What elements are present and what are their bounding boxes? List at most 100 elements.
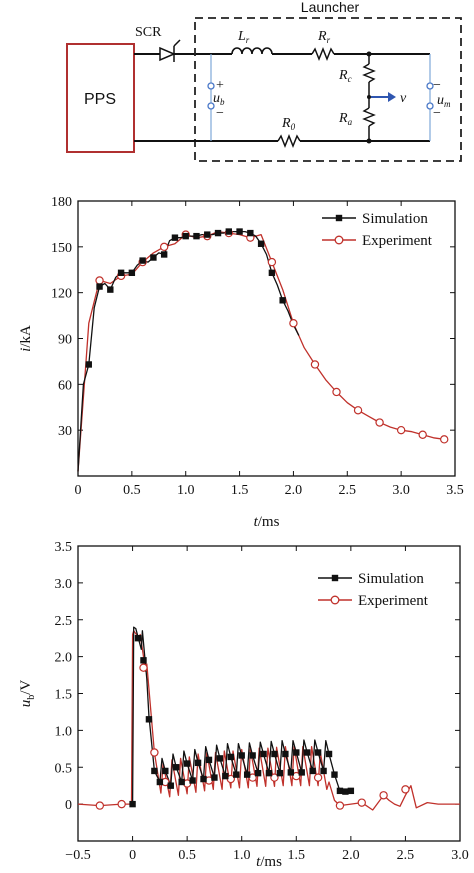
data-point-simulation	[287, 769, 295, 776]
data-point-experiment	[440, 435, 449, 444]
breech-plus: +	[216, 78, 224, 93]
legend-marker	[334, 235, 344, 245]
data-point-simulation	[238, 752, 245, 759]
data-point-simulation	[173, 764, 180, 771]
data-point-experiment	[396, 425, 406, 435]
inductor-coil	[231, 47, 273, 55]
data-point-experiment	[332, 387, 341, 397]
y-tick-label: 30	[58, 424, 72, 439]
data-point-simulation	[257, 240, 265, 247]
current-chart: 0 0.5 1.0 1.5 2.0 2.5 3.0 3.5 30 60 90 120 150 180 t/m…	[18, 195, 464, 530]
contact-resistor-label: Rc	[338, 68, 352, 84]
x-tick-label: 1.5	[231, 483, 249, 498]
y-tick-label: 150	[51, 241, 72, 256]
data-point-simulation	[194, 759, 202, 767]
data-point-experiment	[117, 799, 126, 809]
x-tick-label: 3.5	[446, 483, 464, 498]
legend-label: Simulation	[362, 211, 428, 227]
data-point-simulation	[183, 760, 191, 767]
data-point-simulation	[260, 750, 267, 758]
data-point-simulation	[216, 755, 224, 762]
series-line-simulation	[77, 230, 300, 472]
x-tick-label: 2.5	[397, 848, 415, 863]
y-axis-unit: /kA	[18, 325, 34, 348]
data-point-simulation	[205, 756, 213, 764]
inductor-label: Lr	[237, 29, 250, 45]
voltage-chart: −0.5 0 0.5 1.0 1.5 2.0 2.5 3.0 0 0.5 1.0 1.5 2.0 2.5 3…	[18, 540, 469, 870]
x-axis-label: t/ms	[254, 514, 280, 530]
data-point-experiment	[150, 748, 159, 757]
data-point-simulation	[214, 229, 222, 237]
x-axis-var: t	[256, 854, 261, 870]
muzzle-voltage-label: um	[437, 93, 451, 109]
armature-resistor	[362, 107, 376, 127]
data-point-simulation	[293, 749, 300, 756]
x-tick-label: 0	[129, 848, 136, 863]
data-point-simulation	[282, 750, 289, 758]
data-point-simulation	[271, 750, 278, 758]
y-tick-label: 60	[58, 378, 72, 393]
rail-resistor	[311, 46, 335, 62]
data-point-simulation	[129, 800, 136, 808]
data-point-experiment	[375, 418, 384, 427]
data-point-simulation	[233, 771, 240, 778]
data-point-experiment	[353, 406, 363, 415]
x-axis-label: t/ms	[256, 854, 282, 870]
x-tick-label: 0.5	[123, 483, 141, 498]
y-axis-var: u	[18, 700, 34, 708]
data-point-simulation	[107, 286, 114, 293]
velocity-label: v	[400, 91, 407, 106]
data-point-experiment	[289, 319, 298, 328]
data-point-simulation	[117, 269, 125, 277]
data-point-simulation	[182, 232, 189, 240]
data-point-simulation	[336, 787, 344, 795]
data-point-simulation	[243, 771, 251, 778]
series-line-experiment	[77, 230, 445, 472]
data-point-experiment	[270, 773, 279, 782]
x-axis-unit: /ms	[260, 854, 282, 870]
data-point-simulation	[268, 269, 276, 277]
y-tick-label: 90	[58, 333, 72, 348]
data-point-simulation	[128, 269, 136, 277]
data-point-simulation	[325, 750, 333, 758]
data-point-experiment	[95, 276, 104, 285]
data-point-simulation	[314, 749, 322, 756]
velocity-arrowhead-icon	[388, 92, 396, 102]
data-point-experiment	[139, 663, 148, 672]
data-point-simulation	[265, 769, 273, 777]
y-tick-label: 1.0	[55, 724, 73, 739]
data-point-experiment	[310, 360, 320, 369]
data-point-simulation	[211, 774, 218, 781]
data-point-simulation	[200, 775, 207, 783]
y-axis-label: ub/V	[18, 680, 37, 708]
y-tick-label: 120	[51, 287, 72, 302]
data-point-simulation	[247, 229, 254, 237]
data-point-simulation	[204, 231, 211, 238]
data-point-experiment	[401, 785, 410, 794]
data-point-experiment	[267, 257, 277, 267]
data-point-simulation	[193, 232, 200, 240]
y-tick-label: 0	[65, 798, 72, 813]
data-point-simulation	[342, 788, 349, 795]
y-axis-unit: /V	[18, 680, 34, 695]
launcher-box	[194, 17, 462, 162]
x-tick-label: 2.5	[339, 483, 357, 498]
data-point-simulation	[276, 769, 284, 777]
muzzle-minus: −	[433, 106, 441, 121]
armature-resistor-label: Ra	[338, 111, 353, 127]
data-point-simulation	[279, 297, 286, 304]
y-axis-label: i/kA	[18, 325, 34, 352]
x-tick-label: 1.5	[288, 848, 306, 863]
return-resistor	[277, 133, 301, 149]
data-point-simulation	[304, 749, 311, 756]
data-point-simulation	[167, 782, 174, 789]
x-tick-label: 2.0	[285, 483, 303, 498]
data-point-experiment	[335, 801, 345, 810]
breech-voltage-label: ub	[213, 91, 225, 107]
data-point-simulation	[225, 228, 232, 235]
y-tick-label: 3.0	[55, 577, 73, 592]
legend-label: Experiment	[358, 593, 429, 609]
data-point-simulation	[139, 257, 146, 264]
y-axis-var: i	[18, 348, 34, 352]
data-point-simulation	[150, 254, 157, 261]
